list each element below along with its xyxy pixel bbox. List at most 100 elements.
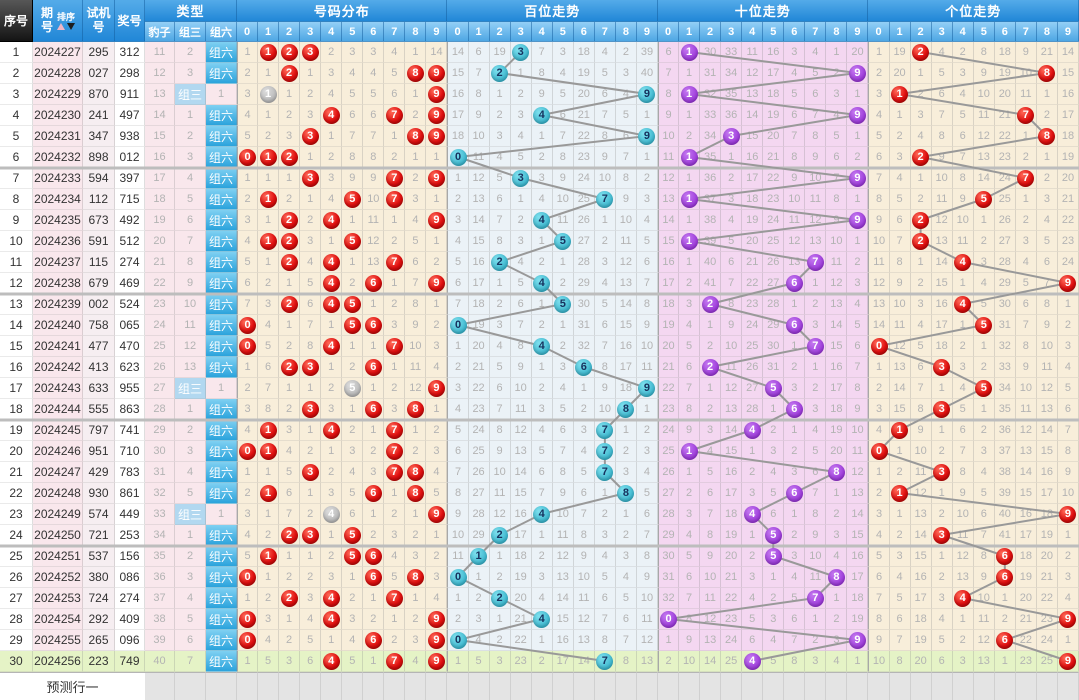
shi-cell: 2: [763, 588, 785, 609]
dist-ball: 9: [427, 85, 445, 103]
ge-cell: 30: [994, 294, 1016, 315]
test-number-cell: 870: [83, 84, 115, 105]
ge-cell: 16: [910, 567, 932, 588]
ge-cell: 2: [910, 210, 932, 231]
dist-cell: 3: [342, 609, 364, 630]
ge-cell: 20: [910, 651, 932, 672]
shi-ball: 6: [785, 274, 803, 292]
prediction-row-label: 预测行一: [0, 672, 145, 700]
bai-cell: 18: [615, 378, 637, 399]
shi-cell: 30: [657, 546, 680, 567]
ge-cell: 13: [910, 504, 932, 525]
test-number-cell: 027: [83, 63, 115, 84]
prediction-empty-cell: [531, 672, 553, 700]
sort-descending-icon[interactable]: [66, 22, 75, 30]
dist-cell: 1: [342, 210, 364, 231]
ge-cell: 1: [868, 462, 890, 483]
bai-cell: 6: [468, 42, 490, 63]
shi-cell: 5: [847, 315, 869, 336]
dist-cell: 1: [300, 189, 322, 210]
dist-cell: 1: [384, 210, 406, 231]
ge-cell: 8: [868, 189, 890, 210]
ge-cell: 4: [910, 315, 932, 336]
bai-cell: 9: [468, 105, 490, 126]
prize-number-cell: 710: [115, 441, 145, 462]
bai-cell: 6: [636, 252, 658, 273]
dist-cell: 5: [405, 231, 427, 252]
ge-cell: 19: [1057, 147, 1079, 168]
shi-cell: 1: [805, 273, 827, 294]
period-cell: 2024243: [33, 378, 83, 399]
ge-cell: 9: [931, 147, 953, 168]
bai-cell: 8: [615, 168, 637, 189]
bai-cell: 8: [615, 483, 637, 504]
shi-cell: 25: [742, 336, 764, 357]
digit-header: 0: [447, 22, 469, 42]
dist-ball: 7: [385, 442, 403, 460]
shi-cell: 9: [679, 420, 701, 441]
shi-cell: 18: [742, 189, 764, 210]
bai-cell: 5: [447, 420, 469, 441]
dist-cell: 2: [342, 357, 364, 378]
sort-arrows[interactable]: [56, 22, 75, 30]
shi-cell: 12: [700, 609, 722, 630]
dist-cell: 1: [405, 147, 427, 168]
shi-cell: 1: [742, 441, 764, 462]
dist-cell: 1: [363, 651, 385, 672]
bai-cell: 24: [468, 420, 490, 441]
dist-cell: 3: [405, 546, 427, 567]
baozi-miss-cell: 35: [145, 546, 175, 567]
dist-cell: 6: [363, 630, 385, 651]
ge-cell: 5: [973, 378, 995, 399]
bai-cell: 23: [573, 147, 595, 168]
ge-cell: 15: [1036, 441, 1058, 462]
dist-cell: 4: [279, 441, 301, 462]
seq-cell: 4: [0, 105, 33, 126]
dist-cell: 4: [237, 420, 259, 441]
bai-cell: 2: [531, 315, 553, 336]
dist-ball: 3: [301, 127, 319, 145]
baozi-miss-cell: 36: [145, 567, 175, 588]
seq-cell: 12: [0, 273, 33, 294]
bai-cell: 4: [594, 273, 616, 294]
bai-cell: 4: [636, 210, 658, 231]
dist-cell: 4: [321, 273, 343, 294]
shi-cell: 41: [700, 273, 722, 294]
seq-cell: 2: [0, 63, 33, 84]
dist-cell: 7: [384, 168, 406, 189]
column-header-period[interactable]: 期号 排序: [33, 0, 83, 42]
shi-cell: 3: [763, 609, 785, 630]
ge-cell: 5: [910, 336, 932, 357]
seq-cell: 5: [0, 126, 33, 147]
sort-control[interactable]: 排序: [56, 12, 75, 30]
digit-header: 7: [805, 22, 827, 42]
ge-cell: 2: [1015, 210, 1037, 231]
ge-cell: 37: [994, 441, 1016, 462]
digit-header: 4: [742, 22, 764, 42]
ge-cell: 2: [952, 630, 974, 651]
ge-cell: 9: [1015, 357, 1037, 378]
dist-ball: 7: [385, 589, 403, 607]
prediction-empty-cell: [300, 672, 322, 700]
dist-cell: 3: [237, 210, 259, 231]
shi-cell: 7: [805, 483, 827, 504]
ge-cell: 26: [994, 210, 1016, 231]
period-cell: 2024255: [33, 630, 83, 651]
shi-cell: 17: [826, 378, 848, 399]
shi-cell: 9: [847, 105, 869, 126]
bai-cell: 7: [594, 420, 616, 441]
bai-cell: 7: [489, 210, 511, 231]
ge-cell: 32: [994, 336, 1016, 357]
prize-number-cell: 715: [115, 189, 145, 210]
bai-cell: 4: [531, 504, 553, 525]
section-header-ge: 个位走势: [868, 0, 1079, 22]
bai-cell: 7: [531, 483, 553, 504]
dist-cell: 1: [342, 567, 364, 588]
ge-cell: 18: [1057, 126, 1079, 147]
dist-cell: 5: [342, 294, 364, 315]
sort-ascending-icon[interactable]: [56, 22, 65, 30]
zuliu-cell: 组六: [206, 189, 237, 210]
dist-ball: 5: [343, 547, 361, 565]
shi-cell: 3: [784, 546, 806, 567]
ge-cell: 6: [1015, 294, 1037, 315]
